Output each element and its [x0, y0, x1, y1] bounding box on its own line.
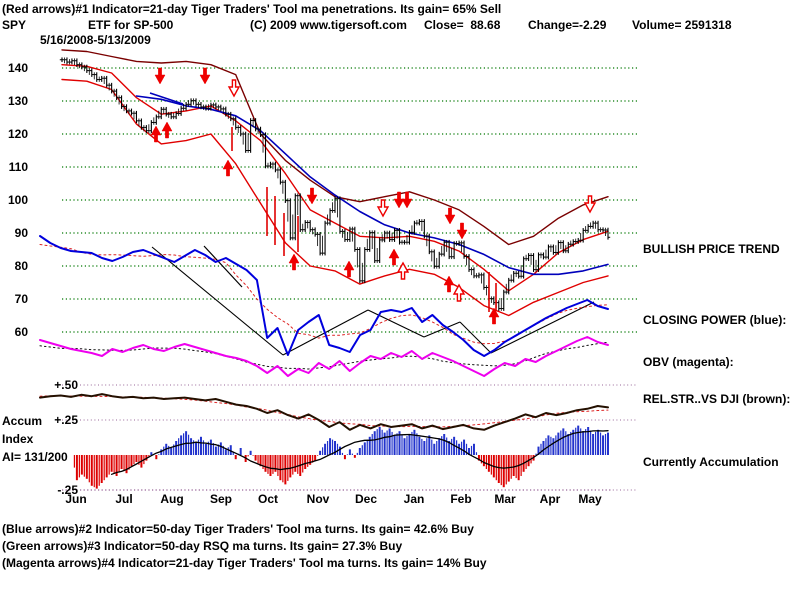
- y-axis-tick: 90: [15, 226, 29, 240]
- month-tick: Jul: [115, 492, 132, 506]
- ticker-description: ETF for SP-500: [88, 18, 174, 32]
- up-arrow-icon: [396, 261, 410, 280]
- indicator-panels: [39, 235, 609, 431]
- obv-ma-dotted: [39, 341, 609, 370]
- up-arrow-icon: [161, 121, 173, 139]
- sub-axis-tick: +.50: [54, 378, 78, 392]
- month-tick: Sep: [210, 492, 232, 506]
- indicator1-caption: (Red arrows)#1 Indicator=21-day Tiger Tr…: [2, 2, 502, 16]
- up-arrow-icon: [288, 253, 300, 271]
- relstr-line: [39, 393, 609, 431]
- trend-label: BULLISH PRICE TREND: [643, 242, 780, 256]
- ticker-symbol: SPY: [2, 18, 27, 32]
- indicator3-caption: (Green arrows)#3 Indicator=50-day RSQ ma…: [2, 539, 403, 553]
- down-arrow-icon: [199, 67, 211, 85]
- indicator4-caption: (Magenta arrows)#4 Indicator=21-day Tige…: [2, 556, 487, 570]
- y-axis-tick: 110: [9, 160, 29, 174]
- month-tick: May: [578, 492, 602, 506]
- change-value: Change=-2.29: [528, 18, 607, 32]
- price-bands: [61, 49, 609, 317]
- trendlines: [149, 92, 595, 356]
- month-tick: Apr: [540, 492, 561, 506]
- red-penetration-marks: [231, 127, 497, 312]
- sub-axis-tick: +.25: [54, 413, 78, 427]
- closing-power-line: [39, 235, 609, 357]
- down-arrow-icon: [306, 187, 318, 205]
- indicator2-caption: (Blue arrows)#2 Indicator=50-day Tiger T…: [2, 522, 474, 536]
- down-arrow-icon: [154, 67, 166, 85]
- y-axis-tick: 80: [15, 259, 29, 273]
- rel-str-label: REL.STR..VS DJI (brown):: [643, 392, 791, 406]
- signal-arrows: [150, 67, 597, 325]
- y-axis-tick: 140: [8, 61, 28, 75]
- month-tick: Feb: [450, 492, 471, 506]
- accum-label: Accum: [2, 414, 43, 428]
- month-tick: Jun: [65, 492, 86, 506]
- month-tick: Aug: [160, 492, 183, 506]
- ma21-line: [61, 63, 609, 292]
- month-tick: Oct: [258, 492, 278, 506]
- month-tick: Dec: [355, 492, 377, 506]
- y-axis-tick: 70: [15, 292, 29, 306]
- month-tick: Mar: [494, 492, 516, 506]
- volume-value: Volume= 2591318: [632, 18, 732, 32]
- accumulation-status-label: Currently Accumulation: [643, 455, 779, 469]
- sub-axis-tick: -.25: [57, 483, 78, 497]
- date-range: 5/16/2008-5/13/2009: [40, 33, 151, 47]
- up-arrow-icon: [452, 283, 466, 302]
- upper-band-line: [61, 49, 609, 246]
- up-arrow-icon: [388, 248, 400, 266]
- relstr-ma-dotted: [39, 395, 609, 428]
- month-tick: Nov: [307, 492, 330, 506]
- y-axis-tick: 120: [8, 127, 28, 141]
- down-arrow-icon: [393, 191, 405, 209]
- ma50-line: [135, 95, 609, 276]
- month-tick: Jan: [404, 492, 425, 506]
- obv-line: [39, 336, 609, 377]
- y-axis-tick: 60: [15, 325, 29, 339]
- lower-band-line: [61, 78, 609, 317]
- obv-label: OBV (magenta):: [643, 355, 734, 369]
- down-arrow-icon: [227, 79, 241, 98]
- index-label: Index: [2, 432, 34, 446]
- down-arrow-icon: [444, 207, 456, 225]
- down-arrow-icon: [583, 195, 597, 214]
- copyright-text: (C) 2009 www.tigersoft.com: [250, 18, 407, 32]
- up-arrow-icon: [343, 260, 355, 278]
- up-arrow-icon: [488, 307, 500, 325]
- down-arrow-icon: [456, 222, 468, 240]
- down-arrow-icon: [376, 199, 390, 218]
- down-arrow-icon: [401, 191, 413, 209]
- ai-ma-line: [110, 430, 609, 475]
- up-arrow-icon: [443, 275, 455, 293]
- accumulation-histogram: [73, 425, 609, 489]
- up-arrow-icon: [150, 125, 162, 143]
- y-axis-tick: 130: [8, 94, 28, 108]
- closing-power-label: CLOSING POWER (blue):: [643, 313, 787, 327]
- y-axis-tick: 100: [8, 193, 28, 207]
- up-arrow-icon: [222, 159, 234, 177]
- close-value: Close= 88.68: [424, 18, 501, 32]
- ai-value-label: AI= 131/200: [2, 450, 68, 464]
